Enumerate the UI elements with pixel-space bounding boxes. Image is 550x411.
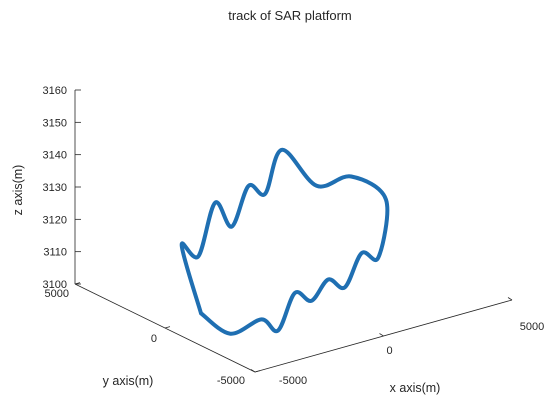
- y-tick-label: 5000: [45, 288, 69, 300]
- z-axis-label: z axis(m): [11, 165, 25, 216]
- z-tick-label: 3110: [43, 247, 67, 259]
- track-line: [179, 147, 390, 336]
- y-ticks: -5000 0 5000: [45, 282, 261, 387]
- x-tick-mark: [250, 369, 256, 373]
- y-tick-mark: [254, 370, 261, 373]
- x-tick-label: 0: [386, 345, 392, 357]
- y-tick-mark: [164, 326, 171, 329]
- y-tick-mark: [74, 282, 81, 285]
- x-tick-label: 5000: [520, 321, 544, 333]
- z-ticks: 3100 3110 3120 3130 3140 3150 3160: [43, 85, 81, 291]
- z-tick-label: 3160: [43, 85, 67, 97]
- y-axis-label: y axis(m): [103, 374, 154, 388]
- z-tick-label: 3130: [43, 182, 67, 194]
- z-tick-label: 3100: [43, 279, 67, 291]
- axes: [74, 90, 513, 373]
- x-tick-mark: [379, 333, 384, 337]
- chart-title: track of SAR platform: [228, 8, 352, 23]
- y-tick-label: -5000: [217, 375, 245, 387]
- z-tick-label: 3150: [43, 117, 67, 129]
- z-tick-label: 3120: [43, 214, 67, 226]
- x-ticks: -5000 0 5000: [250, 297, 544, 387]
- x-tick-label: -5000: [279, 375, 307, 387]
- z-tick-label: 3140: [43, 150, 67, 162]
- y-tick-label: 0: [151, 333, 157, 345]
- x-tick-mark: [507, 297, 513, 301]
- x-axis-label: x axis(m): [390, 381, 441, 395]
